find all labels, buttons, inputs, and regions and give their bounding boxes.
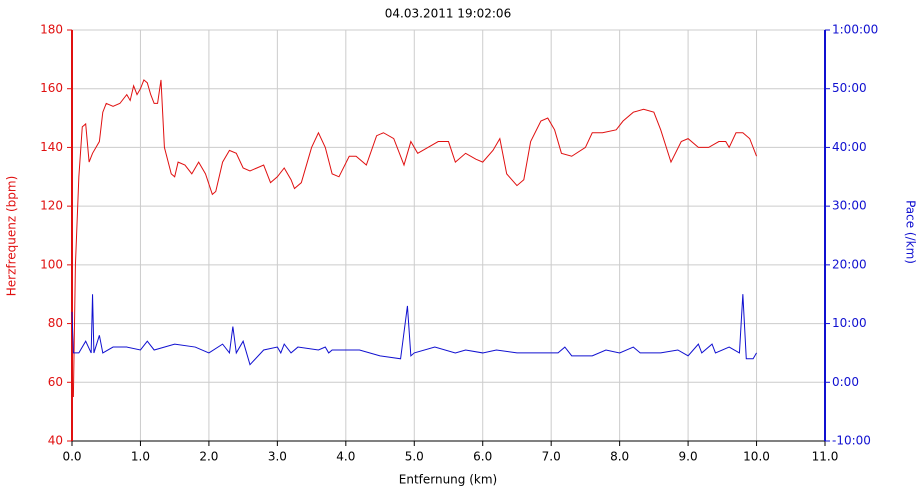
y-tick-label: 100 — [40, 257, 63, 271]
x-tick-label: 2.0 — [199, 450, 218, 464]
y-axis-label: Herzfrequenz (bpm) — [5, 176, 19, 297]
y-tick-label: 140 — [40, 140, 63, 154]
y2-tick-label: 50:00 — [832, 81, 867, 95]
y-tick-label: 80 — [48, 316, 63, 330]
x-tick-label: 7.0 — [542, 450, 561, 464]
y2-tick-label: 10:00 — [832, 316, 867, 330]
chart-title: 04.03.2011 19:02:06 — [385, 7, 511, 21]
y2-axis-label: Pace (/km) — [904, 200, 918, 264]
y2-tick-label: 20:00 — [832, 257, 867, 271]
x-tick-label: 11.0 — [812, 450, 839, 464]
x-tick-label: 8.0 — [610, 450, 629, 464]
y-tick-label: 120 — [40, 199, 63, 213]
y2-tick-label: 40:00 — [832, 140, 867, 154]
series-line — [71, 294, 757, 366]
series-line — [71, 79, 758, 398]
y-tick-label: 40 — [48, 434, 63, 448]
x-tick-label: 10.0 — [743, 450, 770, 464]
y-tick-label: 160 — [40, 81, 63, 95]
x-tick-label: 3.0 — [268, 450, 287, 464]
x-axis-label: Entfernung (km) — [399, 473, 497, 487]
x-tick-label: 4.0 — [336, 450, 355, 464]
x-tick-label: 6.0 — [473, 450, 492, 464]
x-tick-label: 5.0 — [405, 450, 424, 464]
y-tick-label: 180 — [40, 23, 63, 37]
x-tick-label: 1.0 — [131, 450, 150, 464]
y2-tick-label: 30:00 — [832, 199, 867, 213]
x-tick-label: 0.0 — [62, 450, 81, 464]
y2-tick-label: 1:00:00 — [832, 23, 878, 37]
y2-tick-label: -10:00 — [832, 434, 871, 448]
x-tick-label: 9.0 — [679, 450, 698, 464]
y-tick-label: 60 — [48, 375, 63, 389]
y2-tick-label: 0:00 — [832, 375, 859, 389]
